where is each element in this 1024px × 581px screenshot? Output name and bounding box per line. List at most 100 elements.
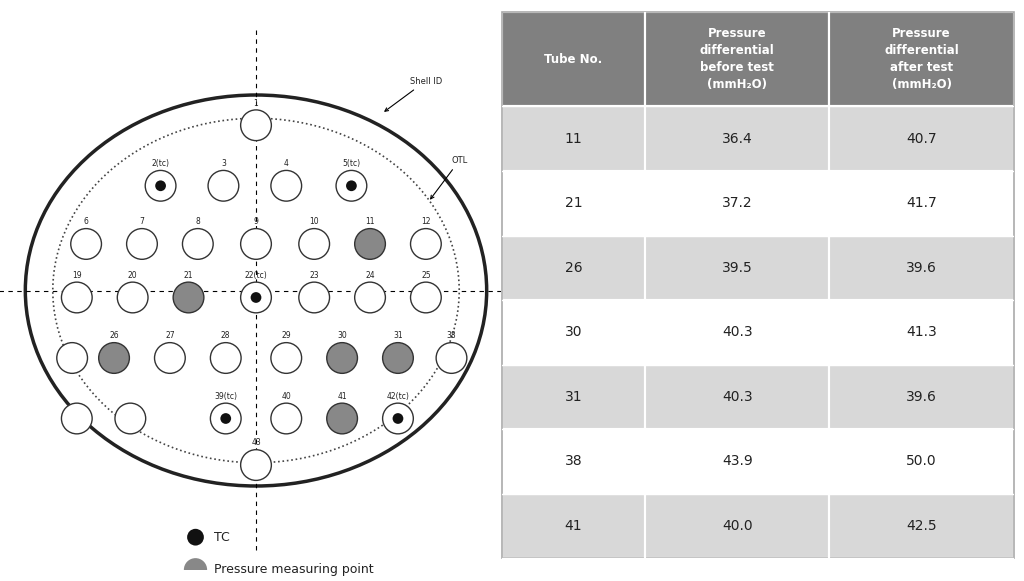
- Circle shape: [182, 228, 213, 259]
- Text: 41: 41: [564, 519, 583, 533]
- FancyBboxPatch shape: [502, 235, 645, 300]
- FancyBboxPatch shape: [829, 171, 1014, 235]
- Circle shape: [436, 343, 467, 374]
- Text: 2(tc): 2(tc): [152, 159, 170, 168]
- Text: 38: 38: [446, 331, 457, 340]
- FancyBboxPatch shape: [829, 235, 1014, 300]
- FancyBboxPatch shape: [829, 365, 1014, 429]
- Text: 40.0: 40.0: [722, 519, 753, 533]
- FancyBboxPatch shape: [502, 171, 645, 235]
- Text: 40.3: 40.3: [722, 325, 753, 339]
- FancyBboxPatch shape: [829, 494, 1014, 558]
- Text: 1: 1: [254, 99, 258, 107]
- FancyBboxPatch shape: [645, 12, 829, 106]
- Text: Pressure
differential
after test
(mmH₂O): Pressure differential after test (mmH₂O): [885, 27, 958, 91]
- Circle shape: [210, 403, 241, 434]
- Circle shape: [71, 228, 101, 259]
- Text: 42(tc): 42(tc): [386, 392, 410, 401]
- Circle shape: [61, 282, 92, 313]
- Text: 30: 30: [564, 325, 583, 339]
- Text: 9: 9: [254, 217, 258, 226]
- Circle shape: [327, 343, 357, 374]
- Text: 11: 11: [366, 217, 375, 226]
- Text: 21: 21: [564, 196, 583, 210]
- FancyBboxPatch shape: [502, 300, 645, 365]
- Circle shape: [299, 228, 330, 259]
- Text: Tube No.: Tube No.: [545, 52, 602, 66]
- Text: 39.5: 39.5: [722, 261, 753, 275]
- Text: 10: 10: [309, 217, 319, 226]
- FancyBboxPatch shape: [829, 106, 1014, 171]
- Text: 41.7: 41.7: [906, 196, 937, 210]
- Circle shape: [241, 282, 271, 313]
- Text: 28: 28: [221, 331, 230, 340]
- Text: 23: 23: [309, 271, 319, 280]
- Circle shape: [411, 282, 441, 313]
- Circle shape: [327, 403, 357, 434]
- Circle shape: [354, 282, 385, 313]
- Circle shape: [220, 413, 231, 424]
- Text: 8: 8: [196, 217, 201, 226]
- Text: 30: 30: [337, 331, 347, 340]
- Circle shape: [156, 180, 166, 191]
- Circle shape: [383, 403, 414, 434]
- Text: 20: 20: [128, 271, 137, 280]
- Text: 21: 21: [183, 271, 194, 280]
- FancyBboxPatch shape: [502, 106, 645, 171]
- Text: 26: 26: [564, 261, 583, 275]
- Circle shape: [251, 292, 261, 303]
- Circle shape: [118, 282, 148, 313]
- Circle shape: [299, 282, 330, 313]
- Text: 6: 6: [84, 217, 88, 226]
- Circle shape: [145, 170, 176, 201]
- Circle shape: [241, 110, 271, 141]
- Text: 25: 25: [421, 271, 431, 280]
- FancyBboxPatch shape: [645, 365, 829, 429]
- Text: 31: 31: [564, 390, 583, 404]
- Text: 22(tc): 22(tc): [245, 271, 267, 280]
- Circle shape: [354, 228, 385, 259]
- Text: Shell ID: Shell ID: [385, 77, 441, 111]
- Text: 50.0: 50.0: [906, 454, 937, 468]
- FancyBboxPatch shape: [829, 429, 1014, 494]
- Text: TC: TC: [214, 530, 229, 544]
- Circle shape: [271, 170, 302, 201]
- FancyBboxPatch shape: [502, 12, 645, 106]
- FancyBboxPatch shape: [645, 300, 829, 365]
- Text: 41: 41: [337, 392, 347, 401]
- FancyBboxPatch shape: [829, 300, 1014, 365]
- Circle shape: [336, 170, 367, 201]
- Circle shape: [56, 343, 87, 374]
- Text: 7: 7: [139, 217, 144, 226]
- Text: 19: 19: [72, 271, 82, 280]
- Circle shape: [155, 343, 185, 374]
- FancyBboxPatch shape: [645, 494, 829, 558]
- Circle shape: [383, 343, 414, 374]
- Circle shape: [184, 558, 207, 581]
- FancyBboxPatch shape: [645, 235, 829, 300]
- Text: 3: 3: [221, 159, 226, 168]
- Text: 39.6: 39.6: [906, 390, 937, 404]
- Text: 4: 4: [284, 159, 289, 168]
- Text: 12: 12: [421, 217, 431, 226]
- FancyBboxPatch shape: [645, 171, 829, 235]
- Circle shape: [241, 228, 271, 259]
- Circle shape: [173, 282, 204, 313]
- FancyBboxPatch shape: [502, 494, 645, 558]
- Text: Pressure measuring point: Pressure measuring point: [214, 563, 374, 576]
- FancyBboxPatch shape: [502, 429, 645, 494]
- Circle shape: [411, 228, 441, 259]
- Circle shape: [392, 413, 403, 424]
- Text: 42.5: 42.5: [906, 519, 937, 533]
- Circle shape: [210, 343, 241, 374]
- Circle shape: [346, 180, 356, 191]
- Circle shape: [187, 529, 204, 546]
- Text: 31: 31: [393, 331, 402, 340]
- Text: 41.3: 41.3: [906, 325, 937, 339]
- Circle shape: [271, 403, 302, 434]
- Text: Pressure
differential
before test
(mmH₂O): Pressure differential before test (mmH₂O…: [700, 27, 774, 91]
- Circle shape: [271, 343, 302, 374]
- Text: 39(tc): 39(tc): [214, 392, 238, 401]
- Text: OTL: OTL: [431, 156, 468, 199]
- Text: 36.4: 36.4: [722, 132, 753, 146]
